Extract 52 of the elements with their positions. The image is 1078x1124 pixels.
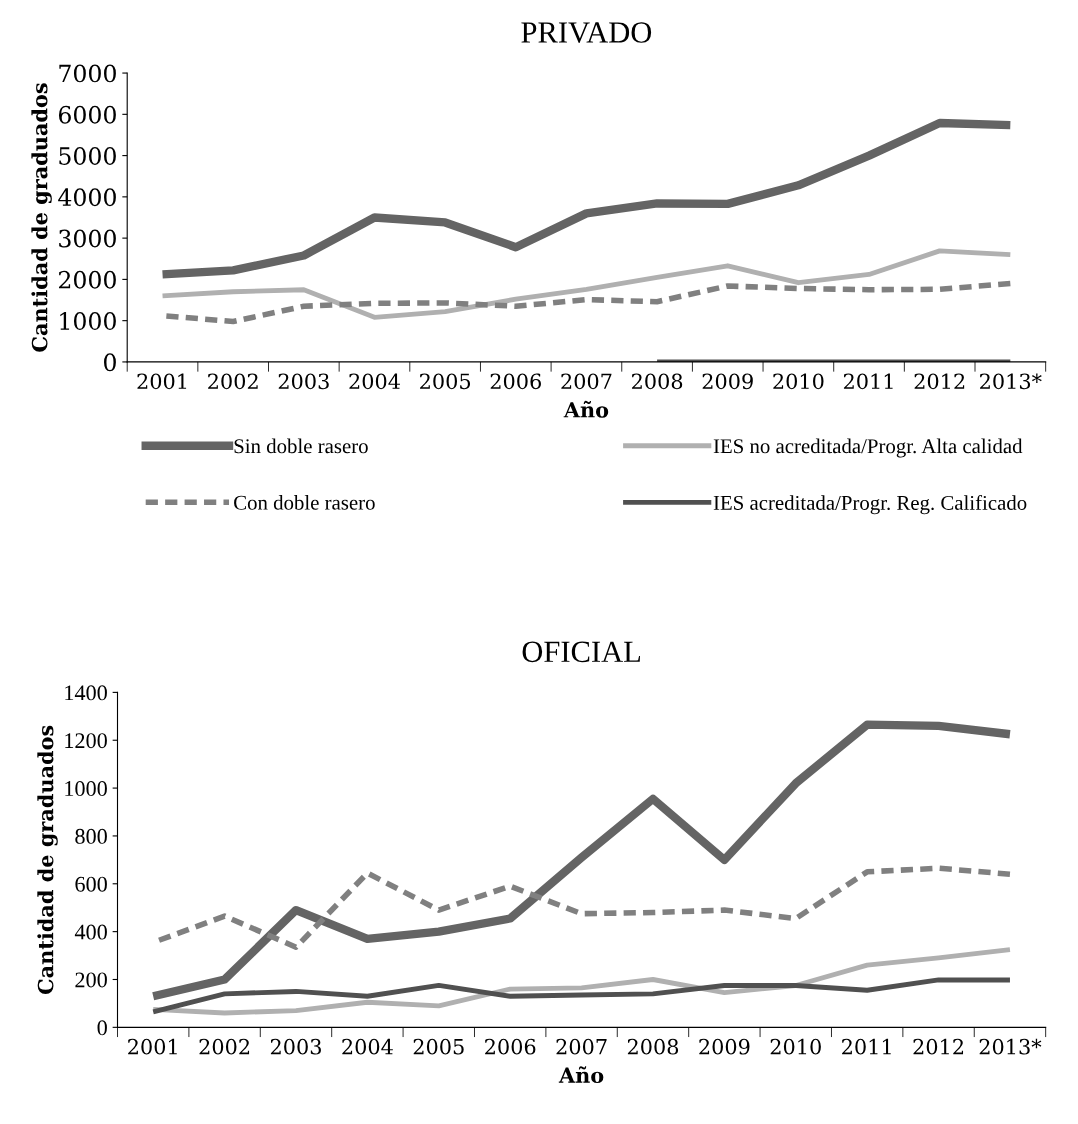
x-tick-label: 2006 xyxy=(485,1038,536,1055)
chart-title: PRIVADO xyxy=(521,22,652,43)
y-tick-label: 200 xyxy=(75,972,107,988)
y-tick-label: 6000 xyxy=(58,105,116,124)
legend-label: IES acreditada/Progr. Reg. Calificado xyxy=(713,495,1027,515)
x-tick-label: 2002 xyxy=(199,1038,250,1055)
y-tick-label: 3000 xyxy=(59,229,116,248)
x-tick-label: 2009 xyxy=(702,373,753,390)
x-tick-label: 2004 xyxy=(349,373,400,390)
x-tick-label: 2005 xyxy=(420,373,471,390)
y-tick-label: 0 xyxy=(97,1020,107,1036)
x-tick-label: 2004 xyxy=(342,1038,393,1055)
y-axis-title: Cantidad de graduados xyxy=(37,725,58,995)
y-tick-label: 5000 xyxy=(59,147,116,165)
x-tick-label: 2011 xyxy=(843,373,893,390)
y-tick-label: 600 xyxy=(75,876,107,892)
x-tick-label: 2009 xyxy=(699,1038,750,1055)
y-tick-label: 1000 xyxy=(65,781,107,797)
x-tick-label: 2012 xyxy=(914,373,965,390)
chart-title: OFICIAL xyxy=(522,641,641,663)
x-tick-label: 2010 xyxy=(770,1038,821,1055)
y-tick-label: 1400 xyxy=(65,685,107,701)
y-tick-label: 1000 xyxy=(60,312,116,330)
y-tick-label: 7000 xyxy=(59,64,116,83)
x-tick-label: 2006 xyxy=(490,373,541,390)
legend-label: Con doble rasero xyxy=(234,495,375,510)
x-axis-title: Año xyxy=(558,1066,604,1084)
x-tick-label: 2003 xyxy=(278,373,329,390)
x-axis-title: Año xyxy=(563,400,609,418)
x-tick-label: 2001 xyxy=(128,1038,177,1055)
x-tick-label: 2007 xyxy=(561,373,612,390)
y-tick-label: 1200 xyxy=(65,733,107,749)
x-tick-label: 2010 xyxy=(773,373,824,390)
y-tick-label: 400 xyxy=(74,924,107,940)
x-tick-label: 2008 xyxy=(627,1038,679,1055)
y-tick-label: 800 xyxy=(75,828,107,844)
x-tick-label: 2003 xyxy=(270,1038,321,1055)
x-tick-label: 2011 xyxy=(842,1038,891,1055)
x-tick-label: 2013* xyxy=(979,1038,1042,1055)
x-tick-label: 2013* xyxy=(980,373,1042,390)
x-tick-label: 2002 xyxy=(208,373,258,390)
x-tick-label: 2012 xyxy=(913,1038,964,1055)
x-tick-label: 2007 xyxy=(556,1038,607,1055)
y-tick-label: 0 xyxy=(104,353,116,372)
x-tick-label: 2005 xyxy=(413,1038,464,1055)
y-tick-label: 2000 xyxy=(58,270,116,289)
x-tick-label: 2001 xyxy=(137,373,187,390)
x-tick-label: 2008 xyxy=(631,373,683,390)
y-tick-label: 4000 xyxy=(58,188,116,207)
y-axis-title: Cantidad de graduados xyxy=(31,83,52,352)
legend-label: Sin doble rasero xyxy=(234,438,368,454)
legend-label: IES no acreditada/Progr. Alta calidad xyxy=(713,438,1023,458)
